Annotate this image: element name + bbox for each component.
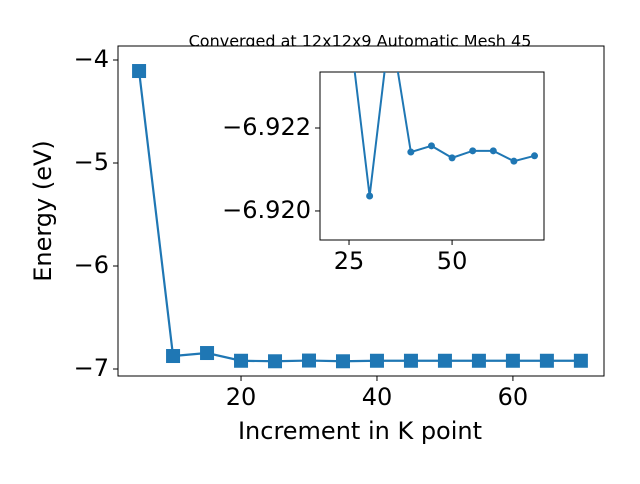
series-line xyxy=(353,72,535,197)
marker xyxy=(132,64,147,79)
y-tick-label: −4 xyxy=(74,45,109,73)
marker xyxy=(403,353,418,368)
marker xyxy=(437,353,452,368)
x-tick-label: 25 xyxy=(334,247,365,275)
marker xyxy=(448,154,456,162)
marker xyxy=(489,147,497,155)
marker xyxy=(302,353,317,368)
x-tick-label: 60 xyxy=(498,383,529,411)
x-tick-label: 50 xyxy=(437,247,468,275)
marker xyxy=(531,152,539,160)
marker xyxy=(407,148,415,156)
x-axis-label: Increment in K point xyxy=(238,417,482,445)
y-tick-label: −5 xyxy=(74,148,109,176)
y-tick-label: −7 xyxy=(74,354,109,382)
marker xyxy=(573,353,588,368)
marker xyxy=(268,354,283,369)
marker xyxy=(539,353,554,368)
y-tick-label: −6.922 xyxy=(222,113,311,141)
marker xyxy=(346,21,353,28)
y-tick-label: −6 xyxy=(74,251,109,279)
marker xyxy=(234,353,249,368)
plot-area xyxy=(132,64,588,369)
marker xyxy=(387,21,394,28)
marker xyxy=(366,192,374,200)
axes-frame xyxy=(319,71,545,241)
x-tick-label: 20 xyxy=(226,383,257,411)
marker xyxy=(369,353,384,368)
y-axis-label: Energy (eV) xyxy=(29,140,57,282)
marker xyxy=(471,353,486,368)
plot-area xyxy=(346,21,539,200)
marker xyxy=(469,147,477,155)
marker xyxy=(200,346,215,361)
marker xyxy=(166,349,181,364)
marker xyxy=(427,142,435,150)
y-tick-label: −6.920 xyxy=(222,196,311,224)
marker xyxy=(505,353,520,368)
marker xyxy=(510,157,518,165)
x-tick-label: 40 xyxy=(362,383,393,411)
marker xyxy=(335,354,350,369)
